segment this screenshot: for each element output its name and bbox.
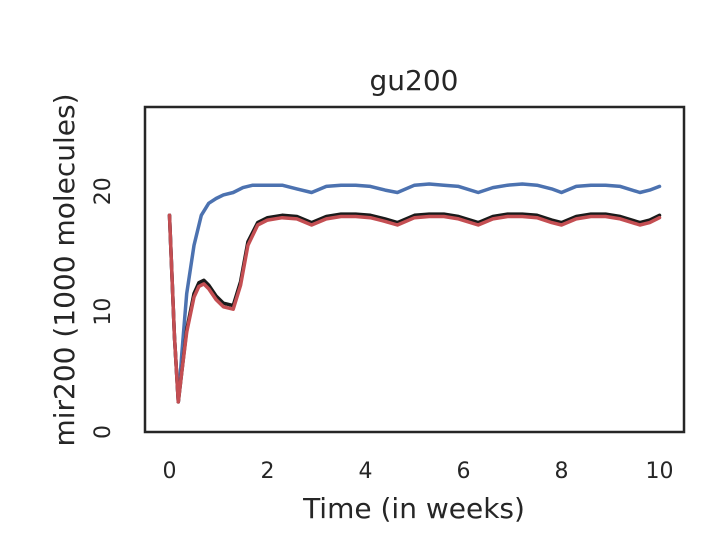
axes-frame xyxy=(143,105,686,434)
x-tick-label: 8 xyxy=(555,459,569,484)
y-tick-label: 0 xyxy=(91,425,116,439)
x-axis-label: Time (in weeks) xyxy=(302,492,525,525)
x-tick-labels: 0 2 4 6 8 10 xyxy=(163,459,674,484)
y-tick-labels: 0 10 20 xyxy=(91,177,116,439)
series-line-1 xyxy=(167,182,662,404)
y-tick-label: 10 xyxy=(91,298,116,326)
y-tick-label: 20 xyxy=(91,177,116,205)
x-tick-label: 4 xyxy=(359,459,373,484)
series-layer xyxy=(167,182,662,404)
series-line-2 xyxy=(167,212,662,404)
x-tick-label: 2 xyxy=(261,459,275,484)
y-axis-label: mir200 (1000 molecules) xyxy=(48,93,81,446)
x-tick-label: 0 xyxy=(163,459,177,484)
x-tick-label: 10 xyxy=(646,459,674,484)
series-line-3 xyxy=(167,213,662,404)
chart-title: gu200 xyxy=(370,64,459,97)
x-tick-label: 6 xyxy=(457,459,471,484)
